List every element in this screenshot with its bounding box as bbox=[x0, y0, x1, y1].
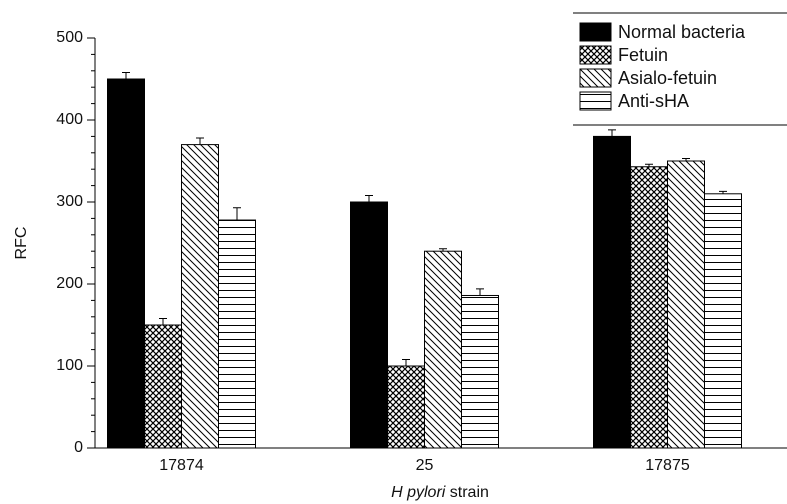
error-bar bbox=[439, 248, 447, 252]
error-bar bbox=[365, 194, 373, 202]
y-tick-label: 500 bbox=[56, 29, 83, 46]
y-tick-label: 200 bbox=[56, 275, 83, 292]
error-bar bbox=[719, 190, 727, 194]
bar bbox=[461, 294, 499, 449]
error-bar bbox=[402, 358, 410, 366]
bar bbox=[593, 135, 631, 449]
y-tick-label: 400 bbox=[56, 111, 83, 128]
legend-label: Asialo-fetuin bbox=[618, 68, 717, 88]
error-bar bbox=[476, 288, 484, 296]
bar bbox=[387, 365, 425, 449]
error-bar bbox=[233, 207, 241, 221]
error-bar bbox=[645, 163, 653, 167]
bar bbox=[144, 324, 182, 449]
legend-swatch bbox=[579, 45, 612, 65]
y-tick-label: 0 bbox=[74, 439, 83, 456]
bar bbox=[107, 78, 145, 449]
bar bbox=[181, 144, 219, 449]
x-tick-label: 17875 bbox=[645, 457, 690, 474]
x-tick-label: 25 bbox=[416, 457, 434, 474]
x-axis-label-italic: H pylori bbox=[391, 484, 446, 501]
bar bbox=[667, 160, 705, 449]
legend-swatch bbox=[579, 68, 612, 88]
x-tick-label: 17874 bbox=[159, 457, 204, 474]
legend-label: Normal bacteria bbox=[618, 22, 746, 42]
y-tick-label: 100 bbox=[56, 357, 83, 374]
bar bbox=[630, 166, 668, 449]
bar bbox=[704, 193, 742, 449]
bar bbox=[350, 201, 388, 449]
legend-swatch bbox=[579, 91, 612, 111]
error-bar bbox=[196, 137, 204, 145]
legend-label: Anti-sHA bbox=[618, 91, 689, 111]
legend-swatch bbox=[579, 22, 612, 42]
error-bar bbox=[608, 129, 616, 137]
y-axis-label: RFC bbox=[13, 227, 30, 260]
error-bar bbox=[159, 317, 167, 325]
legend-label: Fetuin bbox=[618, 45, 668, 65]
y-tick-label: 300 bbox=[56, 193, 83, 210]
error-bar bbox=[122, 71, 130, 79]
error-bar bbox=[682, 158, 690, 161]
bar bbox=[218, 219, 256, 449]
x-axis-label: strain bbox=[445, 484, 489, 501]
bar bbox=[424, 250, 462, 449]
